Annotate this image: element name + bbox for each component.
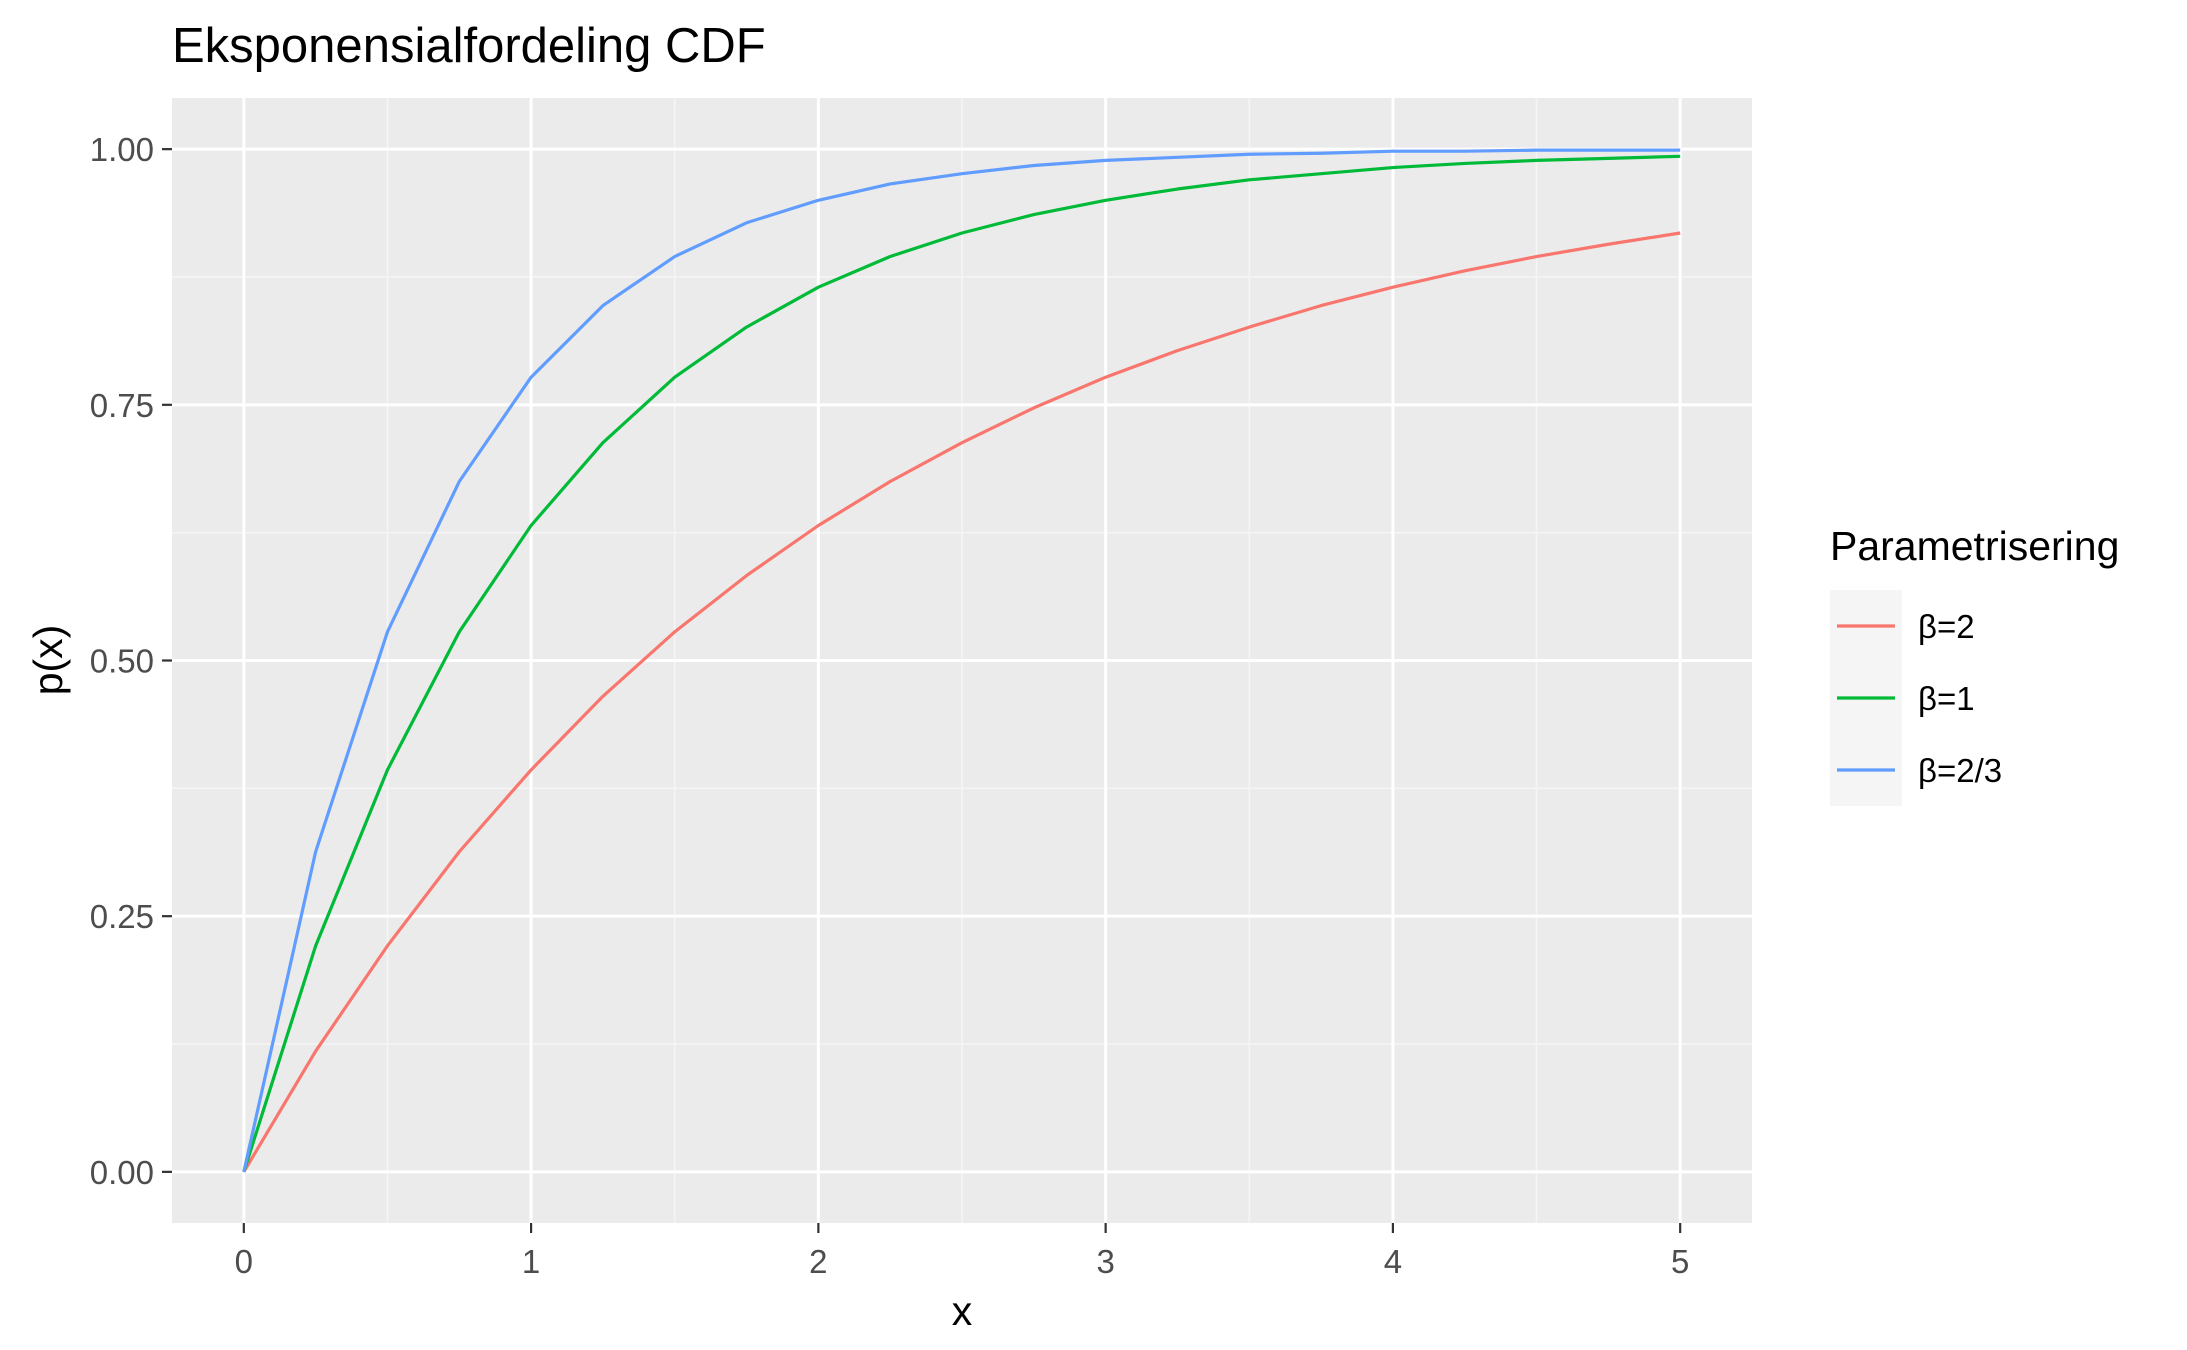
- y-tick-label: 0.25: [90, 898, 154, 935]
- x-tick-label: 0: [235, 1243, 253, 1280]
- legend-items: β=2 β=1 β=2/3: [1837, 608, 2002, 789]
- axis-ticks: [162, 148, 1682, 1233]
- legend-title: Parametrisering: [1830, 523, 2119, 569]
- legend: Parametrisering β=2 β=1 β=2/3: [1830, 523, 2119, 806]
- major-gridlines: [172, 98, 1752, 1223]
- chart-title: Eksponensialfordeling CDF: [172, 19, 766, 73]
- x-tick-label: 3: [1096, 1243, 1114, 1280]
- x-tick-labels: 0 1 2 3 4 5: [235, 1243, 1690, 1280]
- legend-label-0: β=2: [1918, 608, 1975, 645]
- y-tick-label: 0.75: [90, 387, 154, 424]
- y-tick-label: 1.00: [90, 131, 154, 168]
- legend-label-1: β=1: [1918, 680, 1975, 717]
- series-line-2: [242, 148, 1681, 1173]
- legend-label-2: β=2/3: [1918, 752, 2002, 789]
- x-tick-label: 1: [522, 1243, 540, 1280]
- y-tick-label: 0.00: [90, 1154, 154, 1191]
- series-lines: [242, 148, 1681, 1173]
- x-axis-title: x: [952, 1288, 973, 1334]
- y-axis-title: p(x): [25, 625, 71, 696]
- x-tick-label: 4: [1384, 1243, 1402, 1280]
- series-line-1: [242, 154, 1681, 1173]
- y-tick-labels: 0.00 0.25 0.50 0.75 1.00: [90, 131, 154, 1191]
- x-tick-label: 2: [809, 1243, 827, 1280]
- x-tick-label: 5: [1671, 1243, 1689, 1280]
- series-line-0: [242, 231, 1681, 1173]
- y-tick-label: 0.50: [90, 643, 154, 680]
